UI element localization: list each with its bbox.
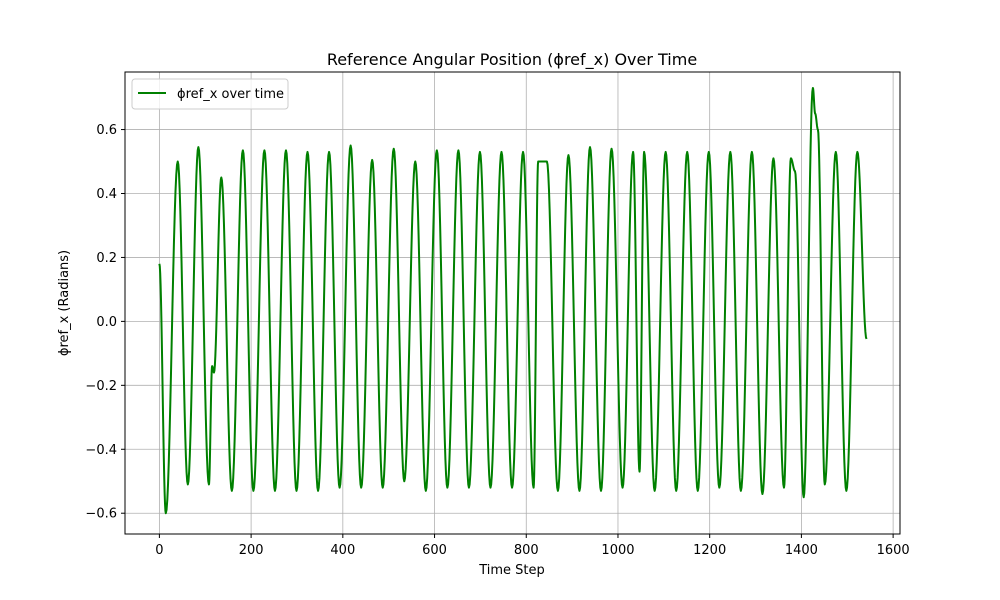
y-tick-label: −0.4 — [85, 443, 117, 458]
x-axis-label: Time Step — [478, 563, 545, 578]
plot-frame — [124, 71, 901, 535]
y-tick-label: 0.6 — [96, 123, 117, 138]
y-tick-label: 0.4 — [96, 187, 117, 202]
x-tick-label: 600 — [422, 543, 447, 558]
x-tick-label: 200 — [239, 543, 264, 558]
x-axis-ticks: 0 200 400 600 800 1000 1200 1400 1600 — [155, 534, 910, 558]
y-tick-label: 0.2 — [96, 251, 117, 266]
legend-box — [131, 78, 289, 110]
grid — [125, 72, 900, 534]
x-tick-label: 800 — [514, 543, 539, 558]
legend: ϕref_x over time — [131, 78, 289, 110]
x-tick-label: 1600 — [877, 543, 910, 558]
y-tick-label: −0.2 — [85, 379, 117, 394]
legend-label: ϕref_x over time — [177, 87, 284, 102]
x-tick-label: 0 — [155, 543, 163, 558]
y-tick-label: −0.6 — [85, 507, 117, 522]
y-tick-label: 0.0 — [96, 315, 117, 330]
series-line — [158, 86, 868, 515]
y-axis-ticks: −0.6 −0.4 −0.2 0.0 0.2 0.4 0.6 — [85, 123, 125, 522]
x-tick-label: 1400 — [785, 543, 818, 558]
series-layer — [158, 86, 868, 515]
x-tick-label: 1000 — [601, 543, 634, 558]
chart-title: Reference Angular Position (ϕref_x) Over… — [327, 50, 697, 70]
y-axis-label: ϕref_x (Radians) — [57, 250, 72, 356]
x-tick-label: 400 — [330, 543, 355, 558]
x-tick-label: 1200 — [693, 543, 726, 558]
